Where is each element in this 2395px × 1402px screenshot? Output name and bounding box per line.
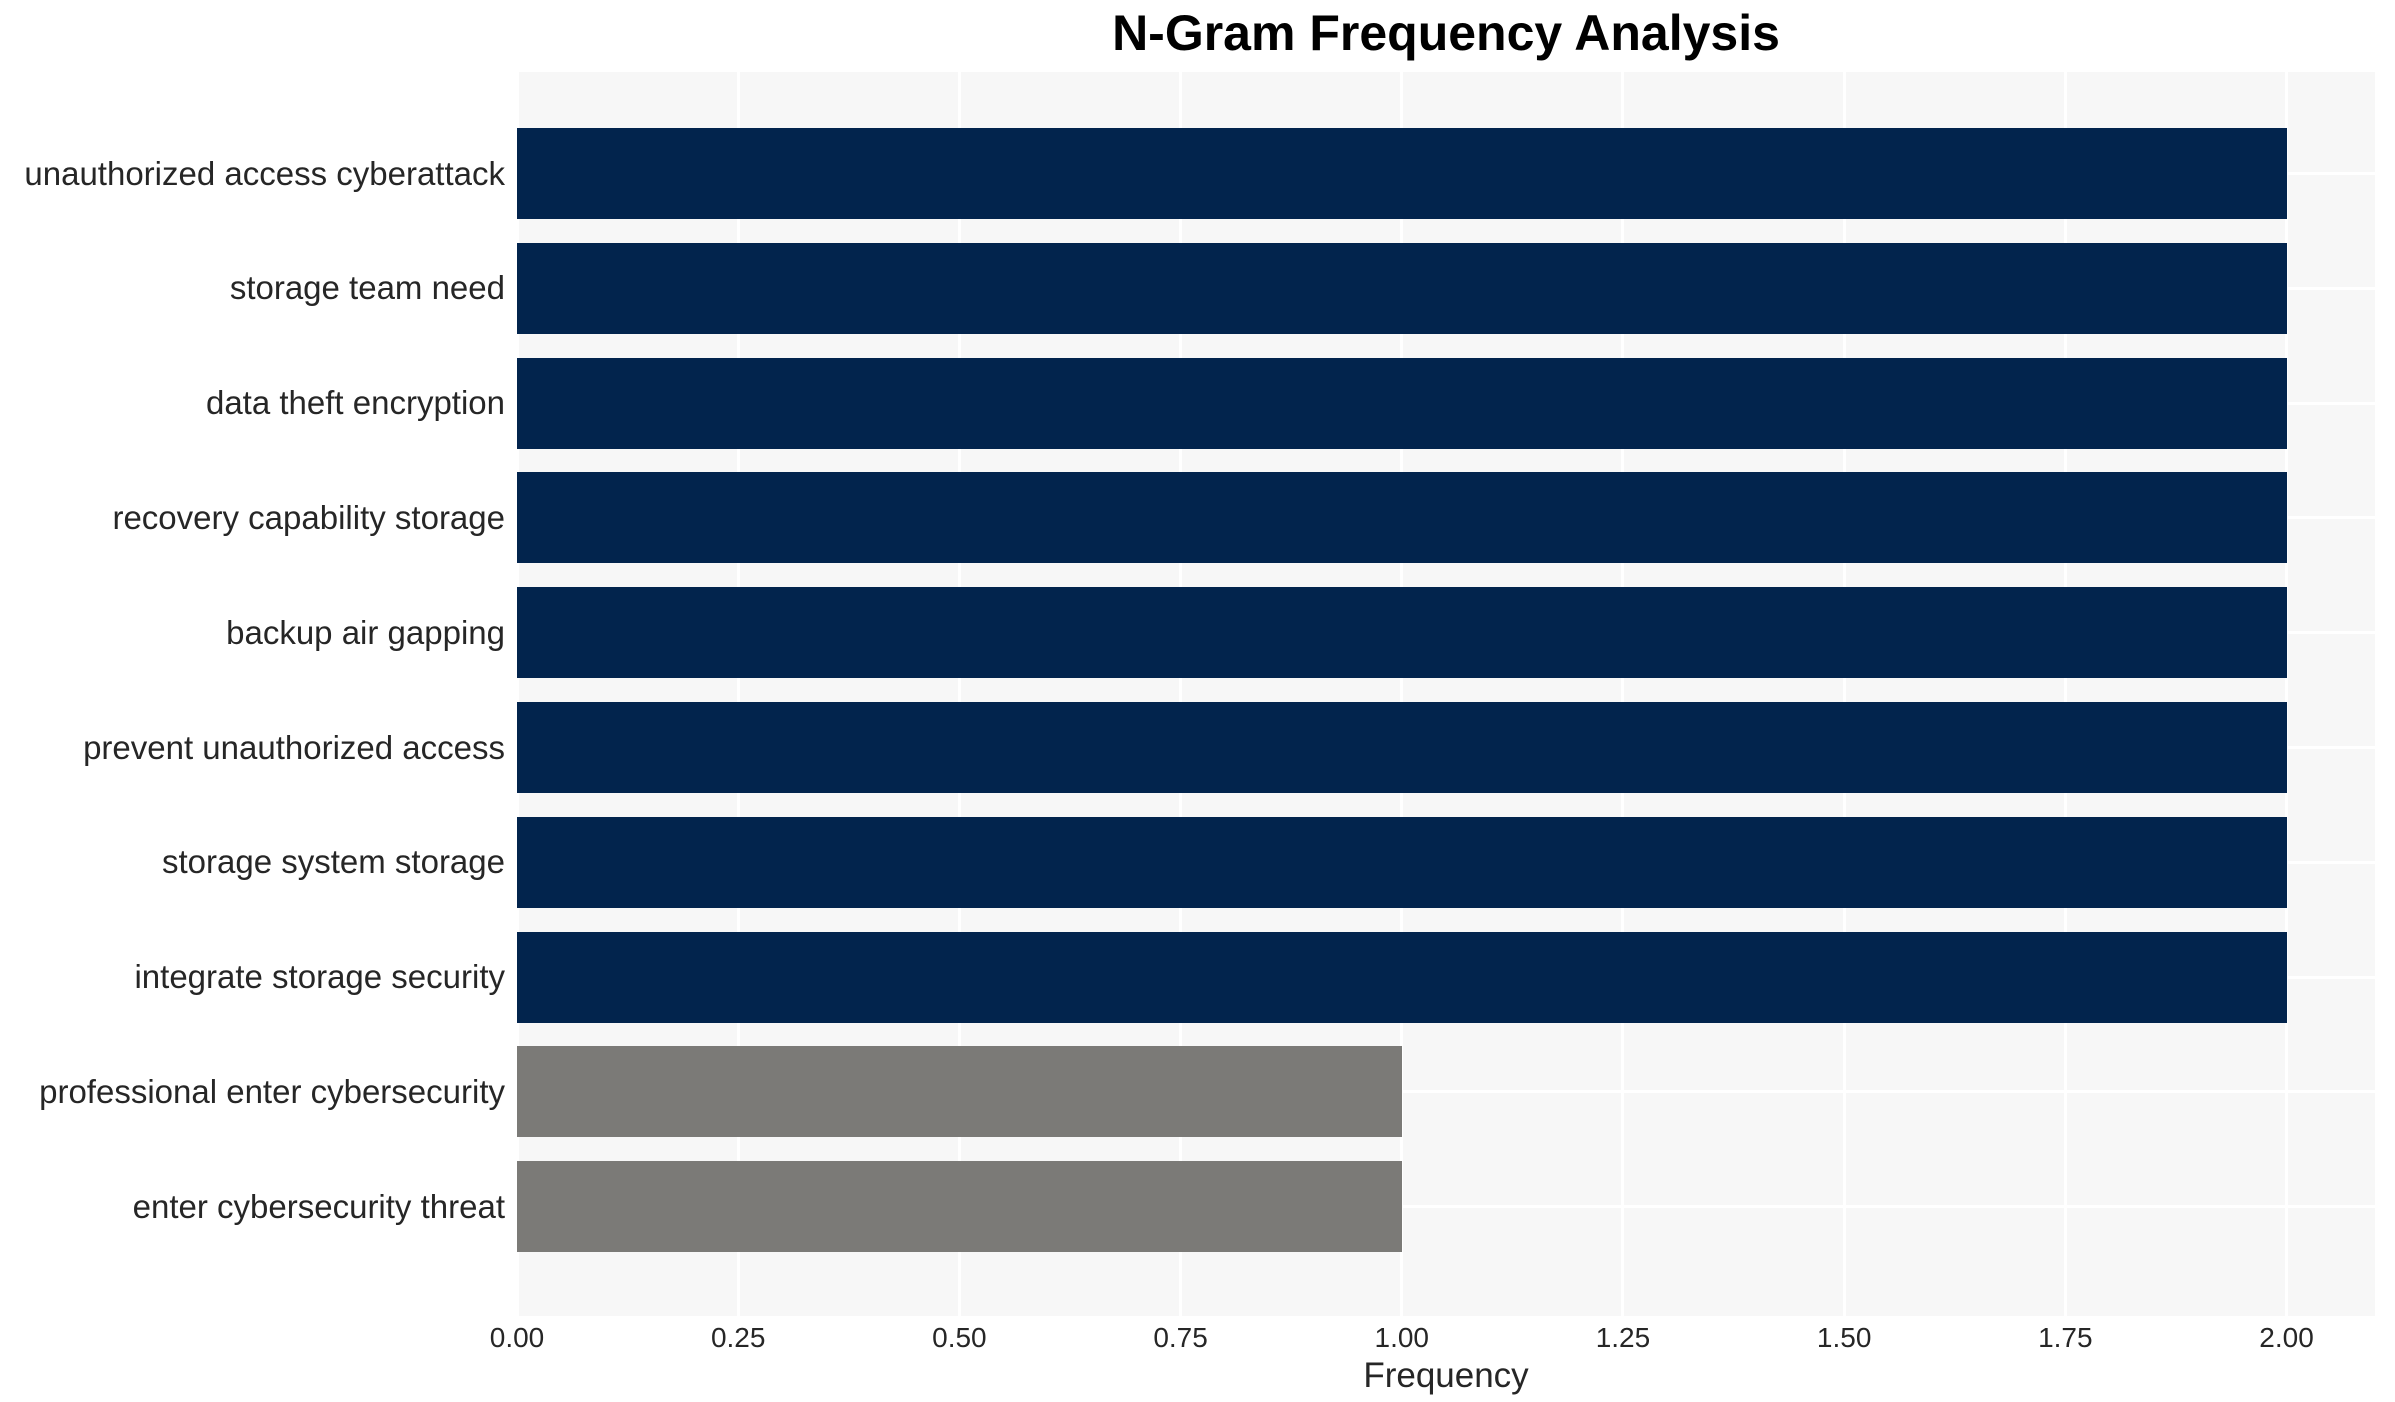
bar-recovery-capability-storage (517, 472, 2287, 564)
y-tick-label: unauthorized access cyberattack (24, 154, 505, 192)
plot-area (515, 72, 2375, 1316)
y-tick-label: recovery capability storage (112, 498, 505, 536)
bar-backup-air-gapping (517, 587, 2287, 679)
x-tick-label: 1.25 (1595, 1322, 1651, 1353)
y-tick-label: prevent unauthorized access (83, 728, 505, 766)
y-tick-label: enter cybersecurity threat (132, 1187, 505, 1225)
x-tick-label: 0.50 (932, 1322, 987, 1353)
x-tick-label: 0.00 (489, 1322, 545, 1353)
bar-unauthorized-access-cyberattack (517, 128, 2287, 219)
bar-prevent-unauthorized-access (517, 702, 2287, 793)
gridline-vertical (2063, 72, 2067, 1316)
gridline-vertical (515, 72, 519, 1316)
y-tick-label: professional enter cybersecurity (39, 1072, 505, 1110)
gridline-horizontal (517, 1205, 2375, 1209)
gridline-vertical (736, 72, 740, 1316)
x-tick-label: 1.75 (2038, 1322, 2093, 1353)
gridline-vertical (2285, 72, 2289, 1316)
gridline-horizontal (517, 1090, 2375, 1094)
y-tick-label: backup air gapping (226, 613, 505, 651)
x-tick-label: 1.50 (1816, 1322, 1872, 1353)
gridline-vertical (1400, 72, 1404, 1316)
x-tick-label: 0.25 (710, 1322, 766, 1353)
bar-data-theft-encryption (517, 357, 2287, 449)
chart-title: N-Gram Frequency Analysis (1112, 5, 1780, 61)
y-tick-label: storage team need (229, 269, 505, 307)
x-tick-label: 0.75 (1153, 1322, 1208, 1353)
x-axis-label: Frequency (1363, 1356, 1529, 1395)
y-tick-label: data theft encryption (205, 384, 505, 422)
gridline-vertical (1179, 72, 1183, 1316)
bar-storage-system-storage (517, 816, 2287, 908)
bar-storage-team-need (517, 242, 2287, 334)
bar-professional-enter-cybersecurity (517, 1046, 1402, 1138)
bar-enter-cybersecurity-threat (517, 1161, 1402, 1253)
y-tick-label: storage system storage (162, 843, 505, 881)
x-tick-label: 2.00 (2259, 1322, 2314, 1353)
y-tick-label: integrate storage security (134, 958, 505, 996)
gridline-vertical (1842, 72, 1846, 1316)
gridline-vertical (957, 72, 961, 1316)
x-tick-label: 1.00 (1374, 1322, 1430, 1353)
bar-integrate-storage-security (517, 931, 2287, 1023)
gridline-vertical (1621, 72, 1625, 1316)
